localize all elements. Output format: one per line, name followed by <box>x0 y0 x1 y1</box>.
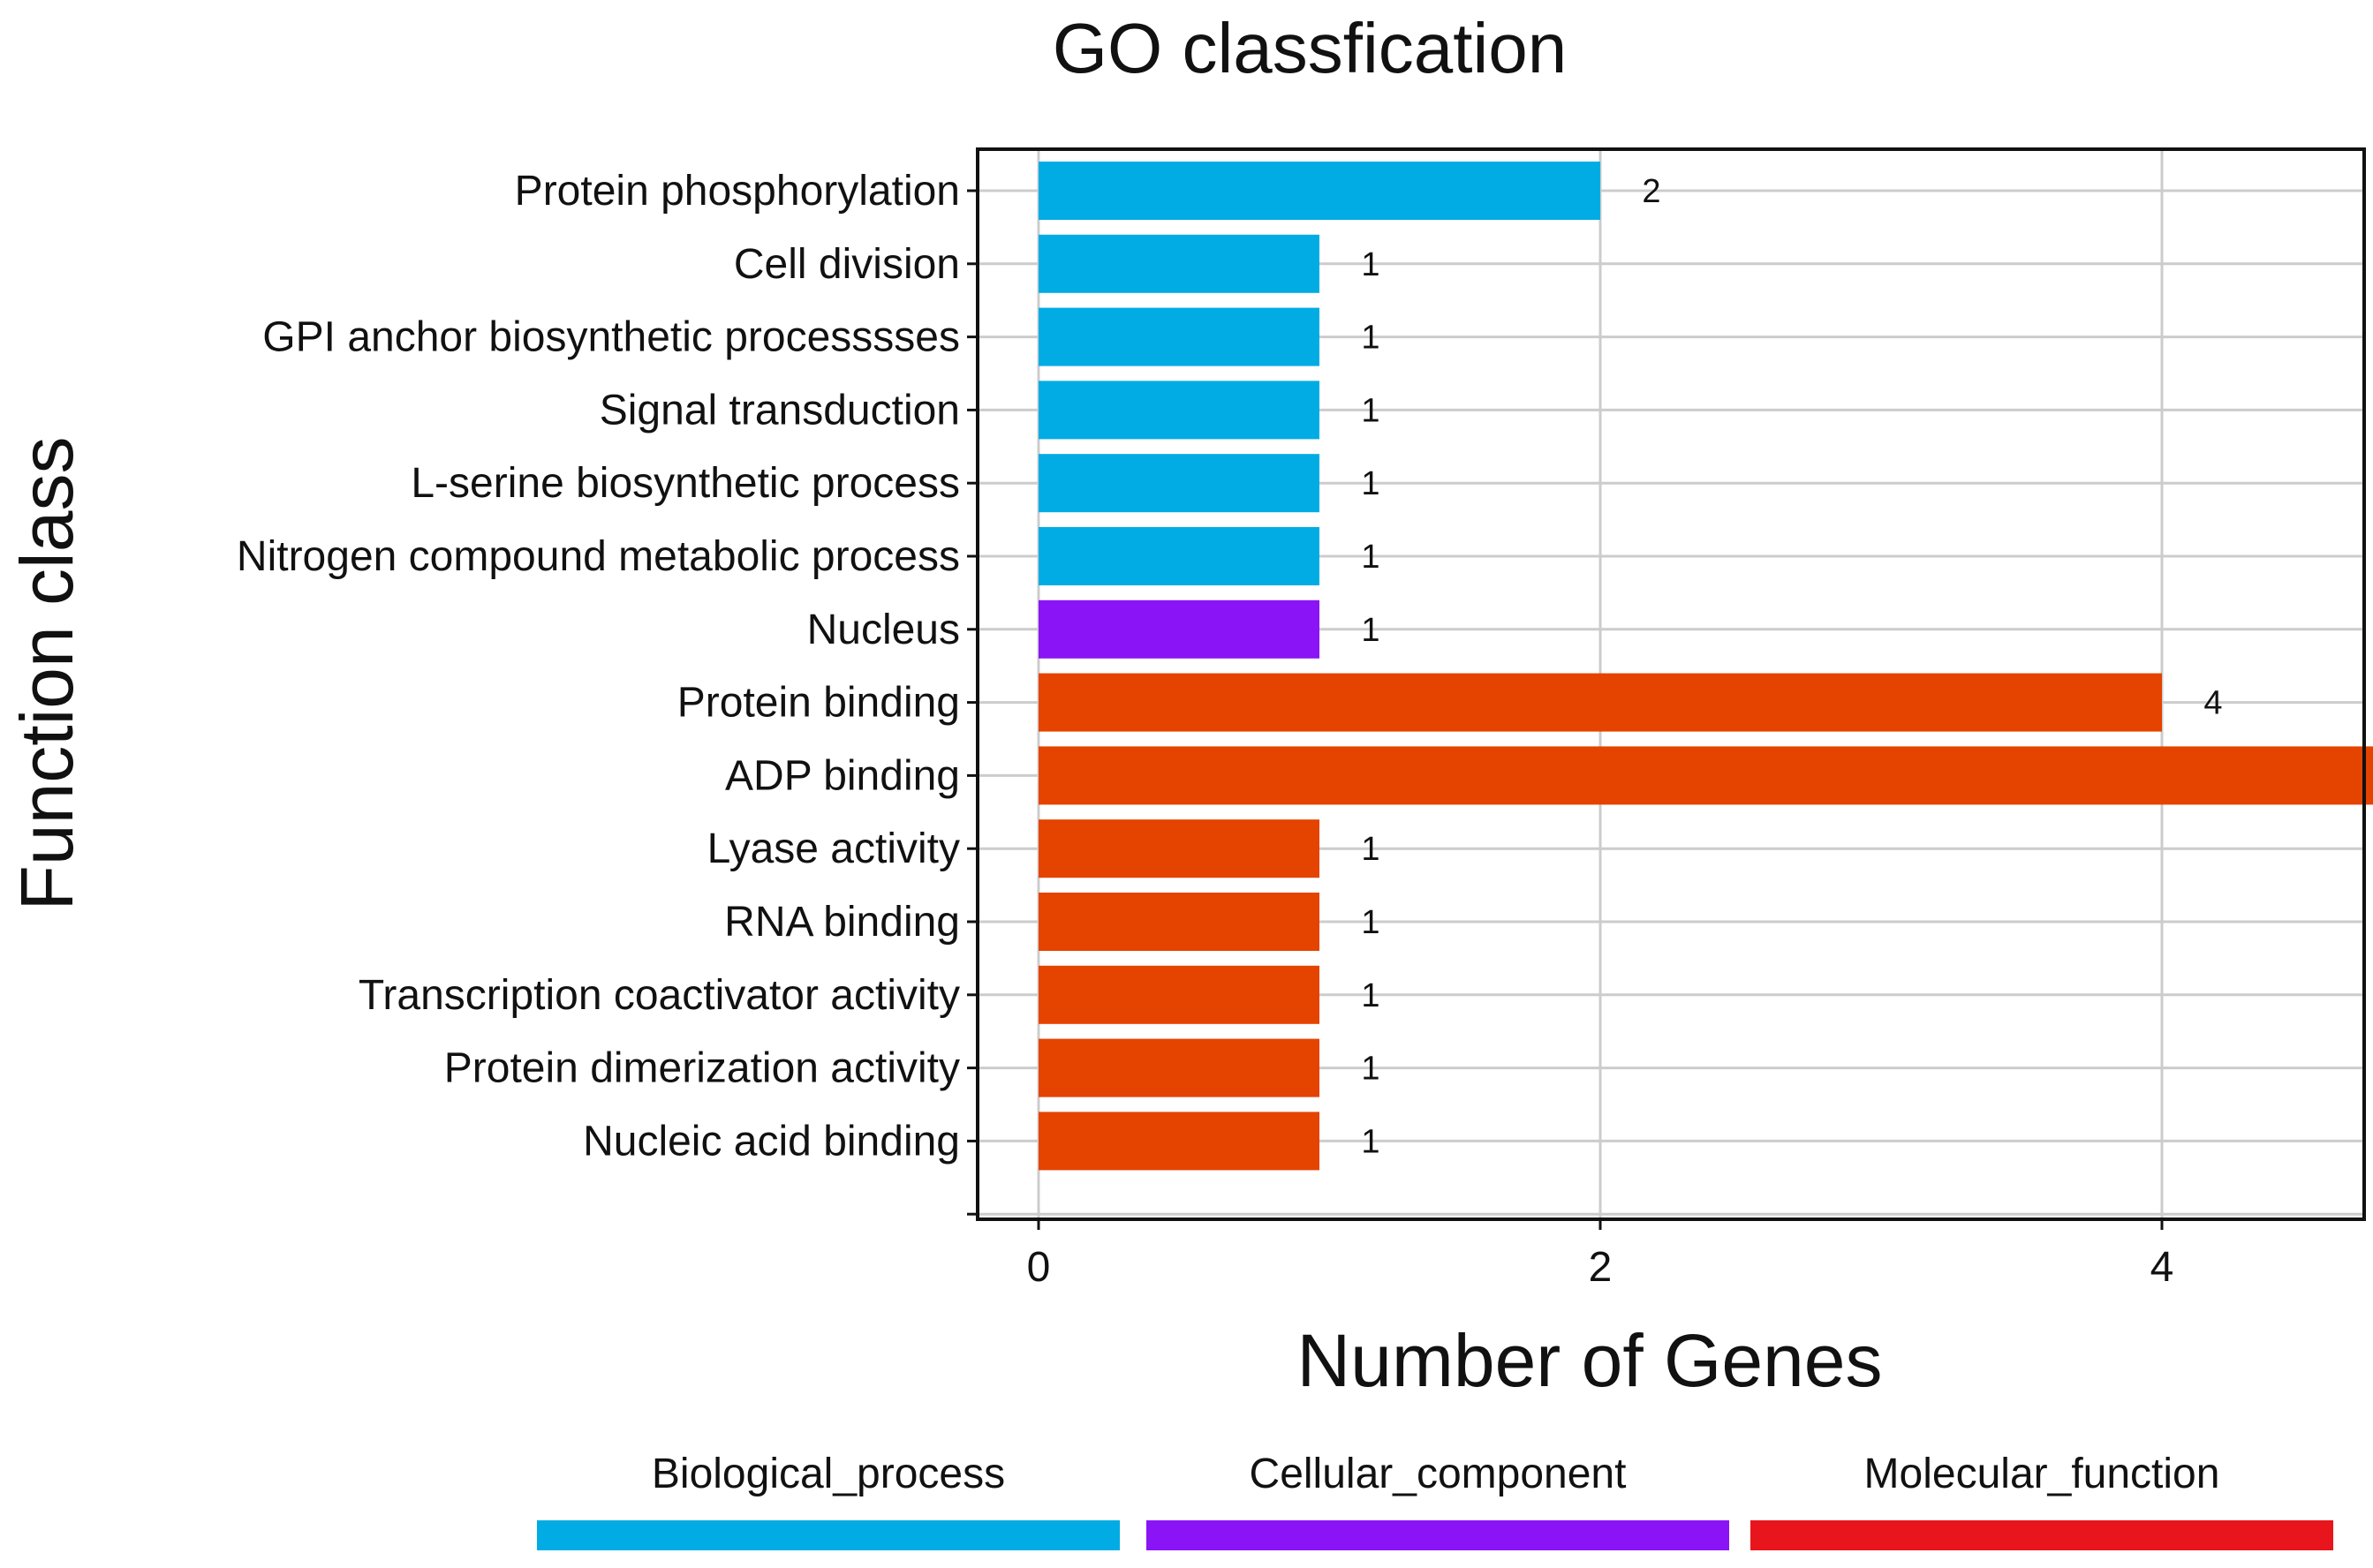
bar-value-label: 1 <box>1361 612 1379 649</box>
y-axis-label: Function class <box>5 437 88 911</box>
bar <box>1039 1038 1319 1097</box>
legend-item-cellular-component: Cellular_component <box>1146 1448 1729 1550</box>
bar <box>1039 162 1600 220</box>
bar <box>1039 234 1319 293</box>
bar <box>1039 893 1319 951</box>
legend-swatch <box>1146 1520 1729 1550</box>
legend-label: Biological_process <box>651 1451 1006 1497</box>
x-tick-label: 4 <box>2150 1244 2174 1291</box>
bar-value-label: 1 <box>1361 392 1379 429</box>
bar-value-label: 1 <box>1361 1051 1379 1088</box>
y-tick-label: Lyase activity <box>707 825 960 872</box>
bar <box>1039 965 1319 1024</box>
bar-value-label: 1 <box>1361 246 1379 283</box>
bar-value-label: 1 <box>1361 1123 1379 1160</box>
y-tick-label: Protein phosphorylation <box>515 168 960 215</box>
bar <box>1039 307 1319 366</box>
bar-value-label: 1 <box>1361 539 1379 576</box>
bar <box>1039 454 1319 513</box>
bar-value-label: 1 <box>1361 320 1379 357</box>
legend-label: Molecular_function <box>1863 1451 2220 1497</box>
x-tick-label: 0 <box>1027 1244 1051 1291</box>
bar-value-label: 1 <box>1361 831 1379 868</box>
bar <box>1039 746 2373 805</box>
bar <box>1039 381 1319 440</box>
y-tick-label: Nucleic acid binding <box>583 1118 960 1165</box>
legend-item-biological-process: Biological_process <box>537 1448 1120 1550</box>
bar <box>1039 1112 1319 1171</box>
bar <box>1039 673 2162 732</box>
y-tick-label: Nucleus <box>807 607 960 653</box>
x-tick-label: 2 <box>1589 1244 1613 1291</box>
y-tick-label: Transcription coactivator activity <box>359 972 960 1019</box>
y-tick-label: L-serine biosynthetic process <box>411 460 960 507</box>
bar-value-label: 1 <box>1361 904 1379 941</box>
chart-title: GO classfication <box>1053 9 1567 87</box>
y-tick-label: GPI anchor biosynthetic processsses <box>262 314 960 361</box>
bar-value-label: 4 <box>2203 685 2222 722</box>
y-tick-label: Protein binding <box>677 680 960 727</box>
y-tick-label: Nitrogen compound metabolic process <box>237 533 960 580</box>
bar <box>1039 819 1319 878</box>
bar <box>1039 599 1319 659</box>
legend-label: Cellular_component <box>1249 1451 1627 1497</box>
data-labels: 21111114511111 <box>1361 173 2222 1160</box>
bar <box>1039 527 1319 585</box>
y-tick-label: Signal transduction <box>600 387 960 433</box>
bars <box>1039 162 2373 1171</box>
legend-swatch <box>537 1520 1120 1550</box>
y-tick-label: RNA binding <box>724 899 960 946</box>
bar-value-label: 1 <box>1361 977 1379 1014</box>
legend-swatch <box>1750 1520 2333 1550</box>
y-tick-label: Protein dimerization activity <box>444 1045 960 1092</box>
legend-item-molecular-function: Molecular_function <box>1750 1448 2333 1550</box>
y-tick-label: Cell division <box>734 241 960 288</box>
x-axis-label: Number of Genes <box>1297 1319 1883 1402</box>
y-tick-label: ADP binding <box>725 752 960 799</box>
plot-frame <box>976 147 2366 1221</box>
bar-value-label: 2 <box>1642 173 1660 210</box>
bar-value-label: 1 <box>1361 465 1379 502</box>
